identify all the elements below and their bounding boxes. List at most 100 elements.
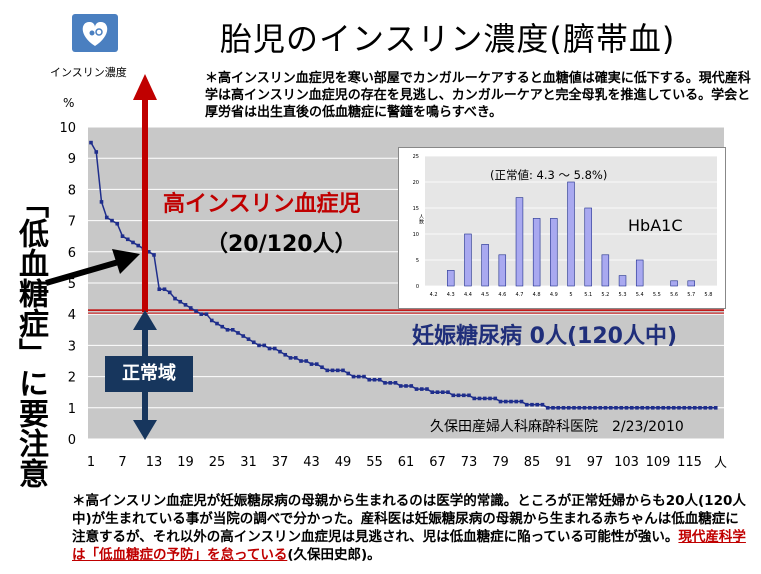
inset-x-tick-label: 5.8 <box>704 292 712 298</box>
data-point <box>656 406 660 410</box>
data-point <box>482 396 487 401</box>
hypoglycemia-arrow <box>45 258 123 286</box>
data-point <box>640 406 645 410</box>
inset-bar <box>550 218 558 287</box>
data-point <box>493 396 498 401</box>
data-point <box>440 390 445 394</box>
x-tick-label: 7 <box>118 455 126 470</box>
data-point <box>472 396 477 401</box>
data-point <box>398 384 403 388</box>
data-point <box>173 296 177 301</box>
data-point <box>692 406 697 410</box>
data-point <box>477 396 482 401</box>
data-point <box>614 406 618 410</box>
normal-range-arrowhead-up <box>133 310 157 330</box>
x-tick-label: 91 <box>555 455 572 470</box>
data-point <box>540 402 545 407</box>
normal-range-arrowhead-down <box>133 420 157 440</box>
data-point <box>152 253 156 257</box>
data-point <box>682 406 687 410</box>
high-insulin-label: 高インスリン血症児 <box>163 192 361 217</box>
data-point <box>362 374 366 379</box>
data-point <box>566 406 571 410</box>
x-tick-label: 85 <box>524 455 541 470</box>
inset-x-tick-labels: 4.2 4.3 4.4 4.5 4.6 4.7 4.8 4.9 5 5.1 5.2 5.3 5.4 5.5… <box>430 292 713 298</box>
data-point <box>698 406 702 410</box>
inset-y-tick-label: 15 <box>413 206 419 212</box>
data-point <box>629 406 634 410</box>
data-point <box>461 393 466 398</box>
data-point <box>131 240 135 245</box>
data-point <box>178 299 183 304</box>
data-point <box>257 343 261 348</box>
data-point <box>671 406 676 410</box>
x-tick-label: 97 <box>587 455 604 470</box>
data-point <box>335 368 340 373</box>
inset-bar <box>601 254 610 287</box>
data-point <box>251 340 256 345</box>
data-point <box>356 374 361 379</box>
credit-text: 久保田産婦人科麻酔科医院 2/23/2010 <box>430 419 684 435</box>
clinic-logo <box>72 14 118 52</box>
inset-x-tick-label: 5.5 <box>653 292 661 298</box>
data-point <box>509 399 513 404</box>
data-point <box>115 221 120 226</box>
data-point <box>430 390 435 394</box>
x-tick-label: 55 <box>366 455 383 470</box>
data-point <box>372 377 377 382</box>
inset-bar <box>464 233 472 287</box>
data-point <box>330 368 335 373</box>
bottom-note-highlight: 現代産科学は「低血糖症の予防」を怠っている <box>72 529 746 563</box>
data-point <box>404 384 408 388</box>
x-tick-label: 103 <box>614 455 639 470</box>
data-point <box>393 381 398 385</box>
y-tick-labels: 0 1 2 3 4 5 6 7 8 9 10 <box>59 121 76 448</box>
data-point <box>183 303 188 307</box>
inset-x-tick-label: 5.6 <box>670 292 678 298</box>
data-point <box>309 362 314 366</box>
inset-bar <box>584 207 592 287</box>
data-point <box>582 406 587 410</box>
inset-bar <box>567 181 575 287</box>
inset-bars <box>447 181 695 287</box>
inset-x-tick-label: 4.8 <box>533 292 541 298</box>
data-point <box>608 406 613 410</box>
data-point <box>304 359 309 363</box>
y-tick-label: 10 <box>59 121 76 136</box>
data-point <box>204 312 209 316</box>
inset-bar <box>687 280 695 287</box>
data-point <box>603 406 608 410</box>
inset-bar <box>498 254 507 287</box>
heart-logo-icon <box>82 21 108 46</box>
data-point <box>125 237 130 242</box>
data-point <box>708 406 713 410</box>
inset-x-tick-label: 5.3 <box>619 292 627 298</box>
x-tick-label: 31 <box>240 455 257 470</box>
inset-x-tick-label: 5.7 <box>687 292 695 298</box>
data-point <box>561 406 566 410</box>
y-tick-label: 1 <box>68 402 76 417</box>
inset-y-tick-labels: 0 5 10 15 20 25 <box>413 154 419 290</box>
inset-x-tick-label: 4.4 <box>464 292 472 298</box>
inset-bar <box>670 280 678 287</box>
x-tick-label: 25 <box>209 455 226 470</box>
inset-bar <box>481 244 489 287</box>
data-point <box>162 287 167 292</box>
y-tick-label: 2 <box>68 371 76 386</box>
data-point <box>388 381 393 385</box>
data-point <box>572 406 576 410</box>
data-point <box>346 371 351 376</box>
x-tick-label: 37 <box>272 455 289 470</box>
data-point <box>446 390 450 394</box>
inset-x-tick-label: 5 <box>569 292 572 298</box>
data-point <box>535 402 540 407</box>
inset-normal-range: (正常値: 4.3 ～ 5.8%) <box>490 168 608 182</box>
inset-bar <box>447 270 455 287</box>
hba1c-bar-chart: 0 5 10 15 20 25 4.2 4.3 4.4 4.5 4.6 4.7 4.8 4.9 5 5.1 5… <box>413 154 717 298</box>
data-point <box>514 399 519 404</box>
data-point <box>598 406 603 410</box>
data-point <box>703 406 708 410</box>
data-point <box>650 406 655 410</box>
data-point <box>320 365 324 370</box>
data-point <box>498 399 503 404</box>
